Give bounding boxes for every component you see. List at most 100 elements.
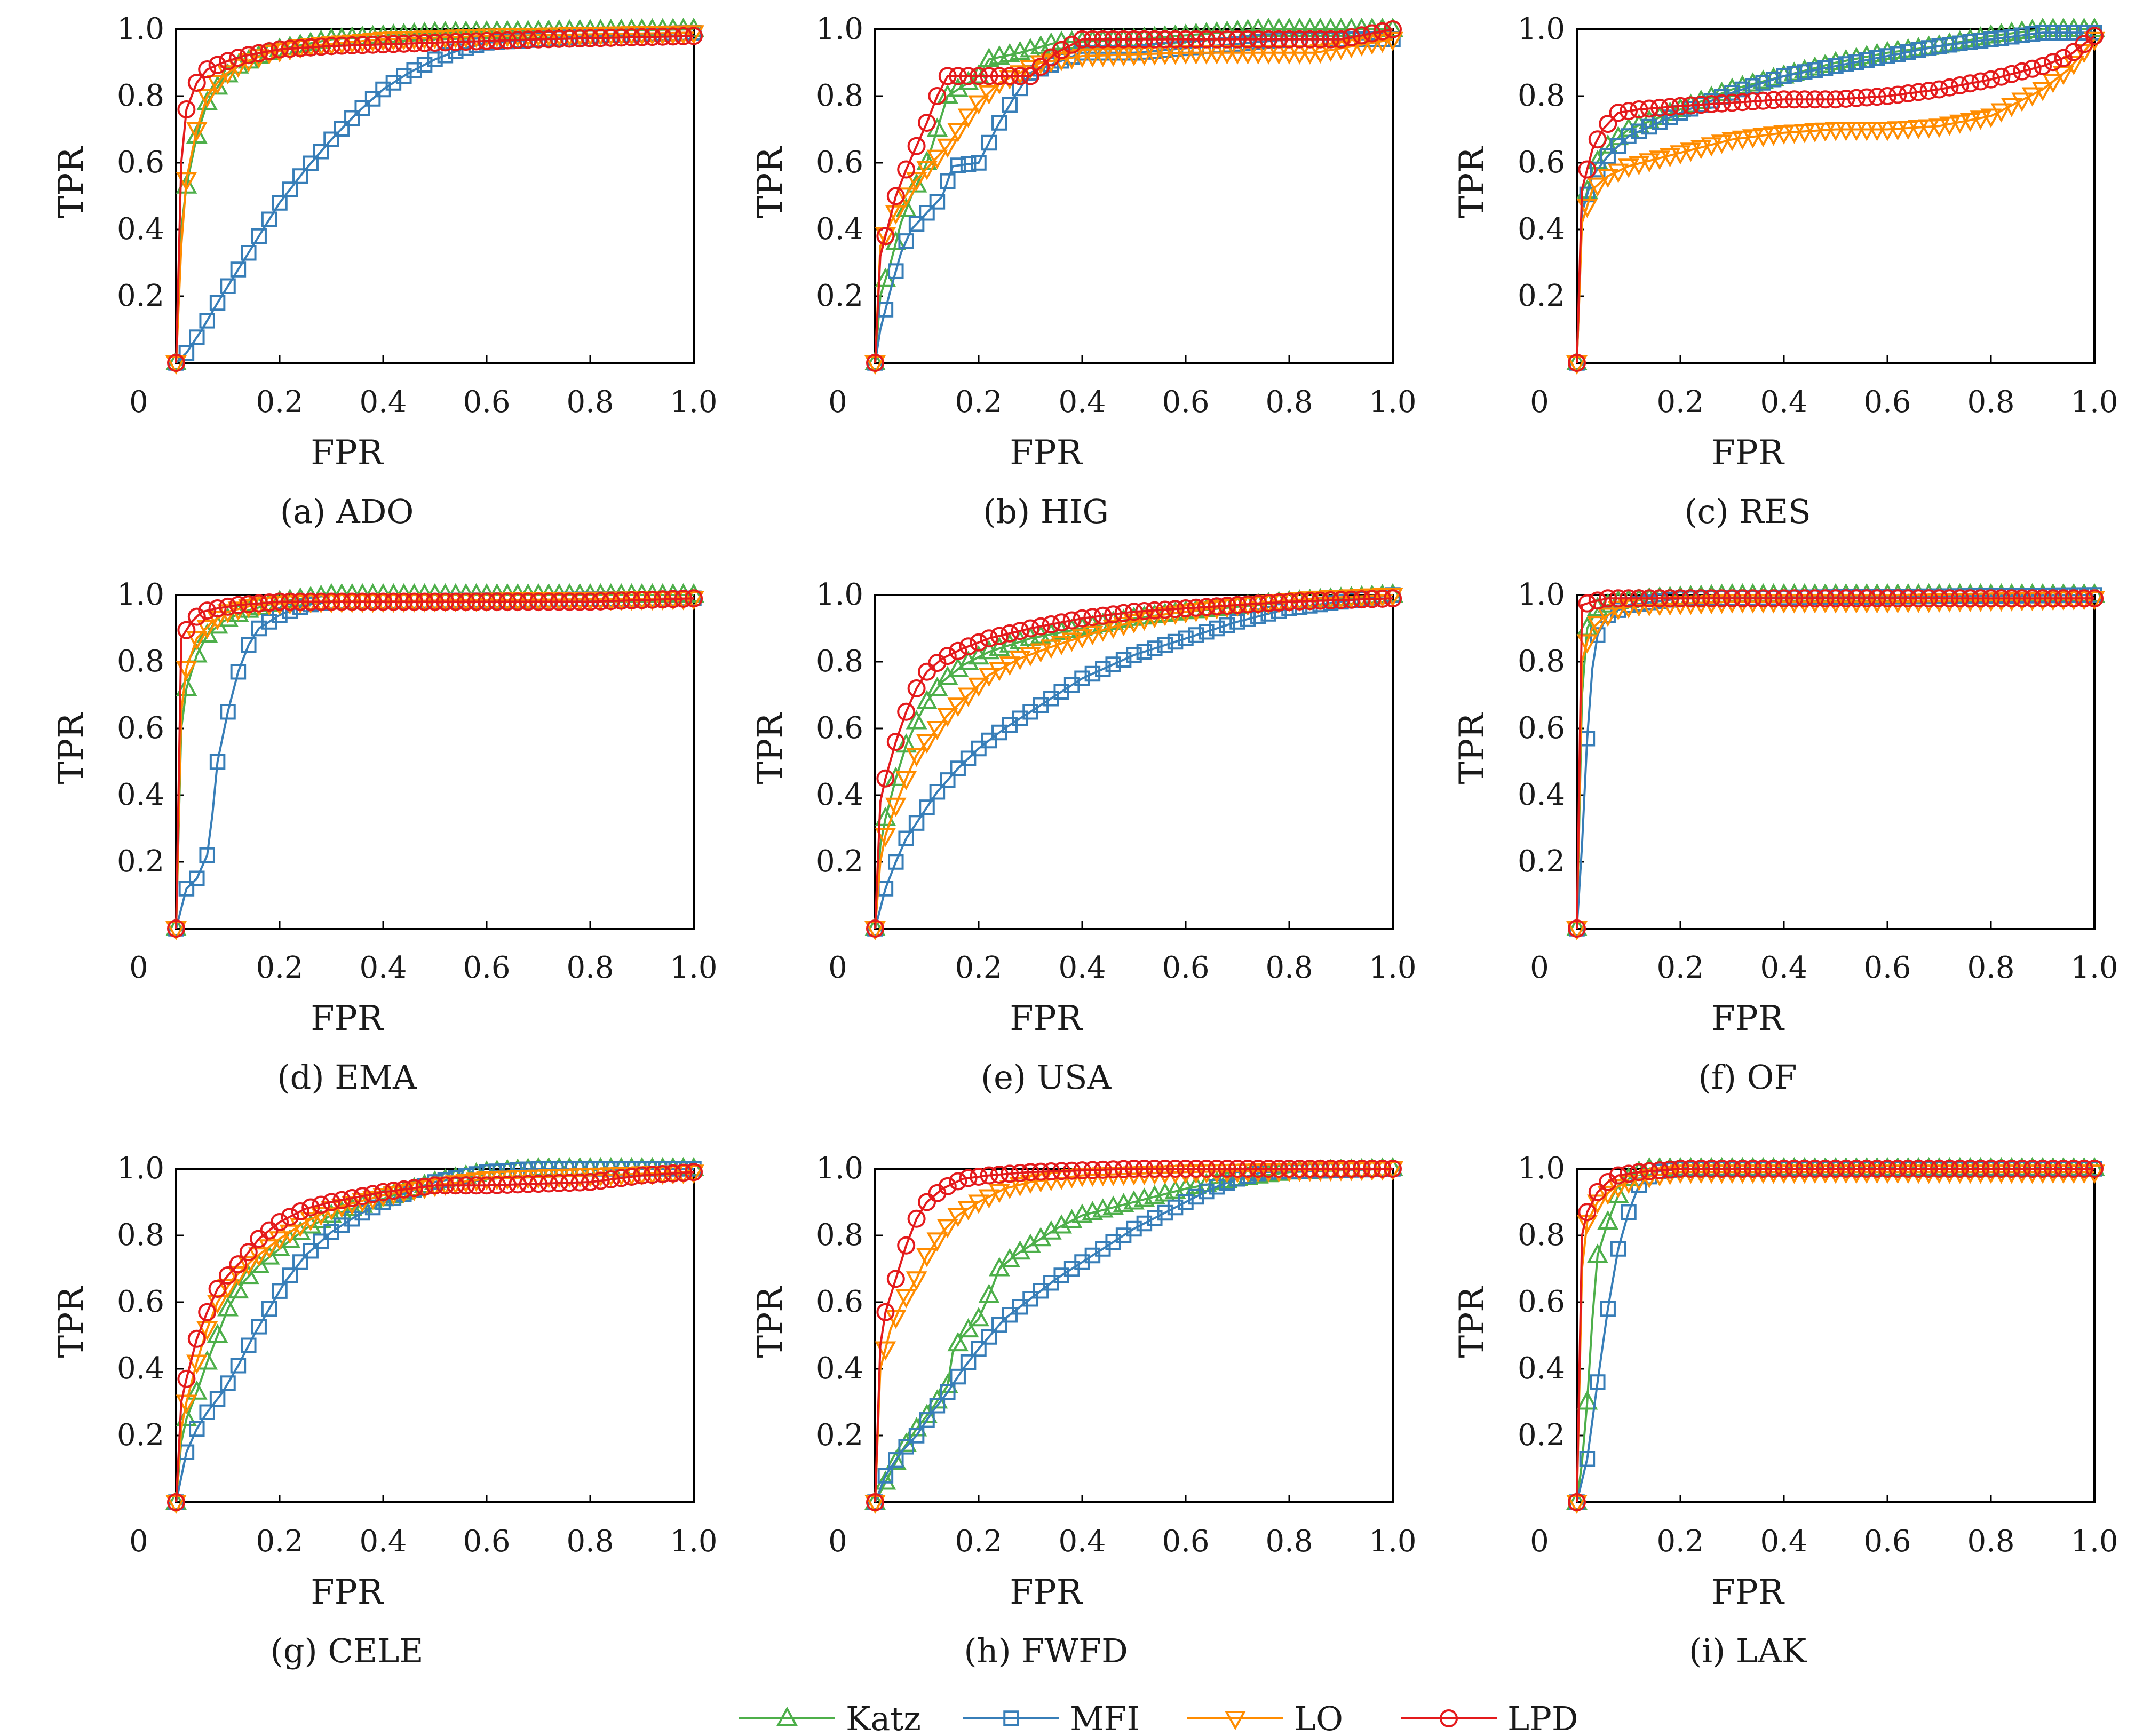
series-line	[175, 31, 694, 363]
data-point	[1940, 1160, 1959, 1178]
data-point	[343, 592, 361, 611]
data-point	[457, 1176, 475, 1195]
data-point	[2023, 59, 2042, 78]
plot-frame	[874, 1168, 1394, 1503]
data-point	[1216, 599, 1238, 619]
data-point	[938, 67, 957, 85]
data-point	[167, 919, 185, 938]
data-point	[310, 594, 332, 614]
legend-item-mfi: MFI	[963, 1699, 1140, 1736]
data-point	[580, 27, 601, 46]
x-tick-label: 0.8	[1967, 950, 2014, 985]
data-point	[406, 62, 422, 78]
subplot-caption: (f) OF	[1698, 1058, 1797, 1097]
data-point	[1607, 601, 1629, 621]
data-point	[918, 662, 936, 681]
data-point	[674, 589, 693, 608]
y-axis-label: TPR	[1453, 1286, 1492, 1358]
data-point	[1609, 589, 1628, 608]
data-point	[1690, 140, 1712, 160]
data-point	[436, 1176, 455, 1195]
data-point	[1858, 1160, 1876, 1178]
series-katz	[864, 17, 1403, 370]
data-point	[384, 1182, 403, 1200]
data-point	[1320, 42, 1342, 62]
y-tick-label: 0.6	[1518, 145, 1565, 180]
data-point	[260, 42, 279, 61]
data-point	[258, 1239, 280, 1259]
data-point	[507, 28, 529, 47]
data-point	[198, 1303, 217, 1321]
data-point	[1868, 88, 1886, 106]
data-point	[960, 156, 977, 172]
data-point	[209, 754, 226, 770]
plot-frame	[1576, 594, 2096, 930]
y-tick-label: 1.0	[117, 1151, 164, 1186]
data-point	[1909, 589, 1928, 608]
data-point	[1930, 589, 1948, 608]
data-point	[2073, 591, 2095, 611]
data-point	[1073, 1161, 1091, 1180]
data-point	[176, 661, 197, 680]
data-point	[1993, 30, 2010, 46]
data-point	[919, 205, 935, 221]
data-point	[1311, 30, 1330, 49]
x-tick-label: 0.8	[566, 1524, 614, 1559]
x-axis-label: FPR	[1010, 433, 1083, 473]
data-point	[312, 592, 330, 611]
data-point	[1268, 17, 1290, 37]
data-point	[1775, 589, 1793, 608]
data-point	[1011, 622, 1029, 640]
data-point	[1280, 1160, 1298, 1178]
chart-panel: 0.2 0.4 0.6 0.8 1.0 0 0.2 0.4 0.6 0.8 1.0 FPR TPR (f)…	[1453, 577, 2118, 1097]
data-point	[1102, 620, 1124, 639]
data-point	[219, 52, 237, 70]
data-point	[1290, 30, 1309, 49]
series-lo	[165, 25, 704, 375]
x-tick-label: 0.4	[359, 385, 407, 419]
data-point	[1961, 74, 1980, 93]
data-point	[2011, 592, 2033, 612]
data-point	[1888, 589, 1907, 608]
data-point	[875, 806, 896, 826]
data-point	[664, 590, 682, 608]
data-point	[1671, 1160, 1689, 1178]
data-point	[529, 30, 547, 49]
data-point	[2054, 1160, 2073, 1178]
data-point	[269, 596, 290, 615]
data-point	[1373, 1160, 1392, 1178]
data-point	[167, 354, 185, 372]
data-point	[1576, 199, 1598, 218]
data-point	[250, 594, 268, 613]
data-point	[1290, 1160, 1309, 1178]
data-point	[1042, 615, 1060, 633]
x-tick-label: 0.2	[955, 385, 1002, 419]
data-point	[2035, 25, 2051, 41]
data-point	[971, 1341, 987, 1357]
y-tick-label: 1.0	[816, 577, 863, 612]
data-point	[219, 597, 237, 616]
data-point	[1147, 1210, 1163, 1226]
series-lpd	[866, 589, 1402, 938]
data-point	[1208, 597, 1226, 616]
data-point	[1827, 90, 1845, 109]
data-point	[1866, 122, 1888, 141]
data-point	[186, 631, 208, 651]
data-point	[1941, 37, 1958, 53]
data-point	[1754, 91, 1773, 110]
y-tick-label: 0.6	[816, 711, 863, 746]
x-tick-label: 1.0	[1369, 950, 1416, 985]
data-point	[1299, 1162, 1321, 1182]
x-tick-label: 0.8	[1265, 1524, 1313, 1559]
x-tick-label: 0	[1530, 950, 1549, 985]
y-tick-label: 0.6	[1518, 711, 1565, 746]
data-point	[1597, 169, 1619, 188]
data-point	[352, 34, 374, 53]
y-tick-label: 0.2	[1518, 844, 1565, 879]
data-point	[301, 592, 320, 611]
x-tick-label: 0.6	[1863, 950, 1911, 985]
series-katz	[1566, 583, 2105, 936]
data-point	[426, 1176, 444, 1195]
series-line	[874, 597, 1393, 929]
data-point	[664, 1164, 682, 1183]
